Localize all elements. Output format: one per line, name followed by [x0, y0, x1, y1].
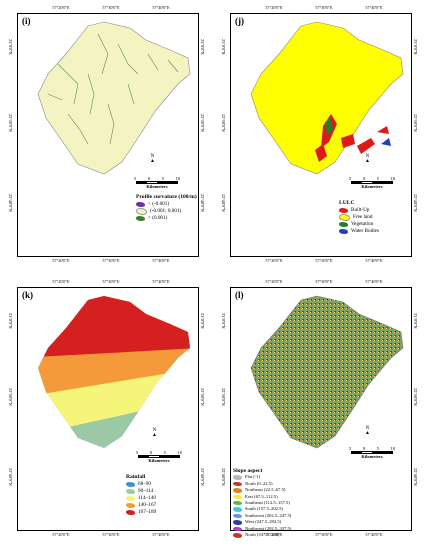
map-panel-rainfall: (k) 57°20'0"E 57°30'0"E 57°40'0"E 57°20'…	[6, 278, 208, 541]
map-frame	[230, 287, 412, 531]
legend-item: 114–140	[126, 495, 156, 502]
latitude-tick: 22°40'0"N	[8, 194, 13, 212]
longitude-tick: 57°30'0"E	[315, 279, 333, 284]
longitude-tick: 57°40'0"E	[365, 5, 383, 10]
latitude-tick: 22°40'0"N	[221, 194, 226, 212]
longitude-tick: 57°30'0"E	[315, 5, 333, 10]
longitude-tick: 57°30'0"E	[102, 5, 120, 10]
latitude-tick: 22°50'0"N	[200, 388, 205, 406]
latitude-tick: 23°0'0"N	[221, 39, 226, 55]
map-panel-lulc: (j) 57°20'0"E 57°30'0"E 57°40'0"E 57°20'…	[219, 4, 421, 267]
latitude-tick: 23°0'0"N	[200, 39, 205, 55]
latitude-tick: 22°50'0"N	[8, 388, 13, 406]
north-arrow-icon: N ▲	[365, 154, 370, 164]
longitude-tick: 57°40'0"E	[365, 279, 383, 284]
legend-item: < (-0.001)	[136, 201, 197, 208]
longitude-tick: 57°40'0"E	[152, 258, 170, 263]
longitude-tick: 57°40'0"E	[365, 532, 383, 537]
study-area-map	[38, 296, 190, 448]
map-legend: LULC Built-Up Free land Vegetation Water…	[339, 200, 379, 235]
latitude-tick: 22°50'0"N	[8, 114, 13, 132]
legend-item: North (0–22.5)	[233, 481, 291, 487]
panel-label: (i)	[22, 16, 31, 26]
longitude-tick: 57°20'0"E	[265, 258, 283, 263]
latitude-tick: 22°40'0"N	[413, 468, 418, 486]
legend-item: 90–114	[126, 488, 156, 495]
map-panel-profile-curvature: (i) 57°20'0"E 57°30'0"E 57°40'0"E 57°20'…	[6, 4, 208, 267]
latitude-tick: 22°40'0"N	[413, 194, 418, 212]
latitude-tick: 23°0'0"N	[413, 39, 418, 55]
longitude-tick: 57°30'0"E	[315, 258, 333, 263]
legend-item: (-0.001; 0.001)	[136, 208, 197, 215]
study-area-map	[250, 21, 404, 175]
latitude-tick: 23°0'0"N	[8, 39, 13, 55]
latitude-tick: 22°50'0"N	[221, 114, 226, 132]
longitude-tick: 57°20'0"E	[52, 279, 70, 284]
latitude-tick: 23°0'0"N	[413, 313, 418, 329]
map-legend: Rainfall 68–90 90–114 114–140 140–167 16…	[126, 474, 157, 516]
legend-item: Vegetation	[339, 221, 379, 228]
longitude-tick: 57°20'0"E	[265, 5, 283, 10]
map-legend: Profile curvature (100/m) < (-0.001) (-0…	[136, 194, 197, 222]
legend-item: Northeast (22.5–67.5)	[233, 487, 291, 493]
legend-item: Southwest (202.5–247.5)	[233, 513, 291, 519]
latitude-tick: 23°0'0"N	[221, 313, 226, 329]
scale-bar: 5 0 5 10 Kilometers	[136, 450, 182, 463]
panel-label: (j)	[235, 16, 244, 26]
longitude-tick: 57°20'0"E	[52, 258, 70, 263]
latitude-tick: 22°50'0"N	[221, 388, 226, 406]
longitude-tick: 57°20'0"E	[52, 5, 70, 10]
study-area-map	[37, 21, 191, 175]
legend-item: 68–90	[126, 481, 156, 488]
longitude-tick: 57°30'0"E	[102, 279, 120, 284]
latitude-tick: 22°50'0"N	[200, 114, 205, 132]
latitude-tick: 23°0'0"N	[200, 313, 205, 329]
north-arrow-icon: N ▲	[152, 428, 157, 438]
legend-item: 167–189	[126, 509, 156, 516]
legend-item: East (67.5–112.5)	[233, 494, 291, 500]
map-legend: Slope aspect Flat (-1) North (0–22.5) No…	[233, 468, 292, 538]
latitude-tick: 22°40'0"N	[221, 468, 226, 486]
legend-item: South (157.5–202.5)	[233, 506, 291, 512]
longitude-tick: 57°40'0"E	[152, 532, 170, 537]
longitude-tick: 57°20'0"E	[265, 279, 283, 284]
legend-item: Water Bodies	[339, 228, 379, 235]
legend-item: Free land	[339, 214, 379, 221]
latitude-tick: 22°50'0"N	[413, 114, 418, 132]
panel-label: (k)	[22, 290, 33, 300]
legend-item: > (0.001)	[136, 215, 197, 222]
longitude-tick: 57°30'0"E	[102, 532, 120, 537]
north-arrow-icon: N ▲	[150, 154, 155, 164]
map-frame	[17, 13, 199, 257]
legend-item: Built-Up	[339, 207, 379, 214]
map-frame	[17, 287, 199, 531]
latitude-tick: 22°40'0"N	[200, 194, 205, 212]
study-area-map	[250, 295, 404, 449]
longitude-tick: 57°20'0"E	[52, 532, 70, 537]
longitude-tick: 57°20'0"E	[265, 532, 283, 537]
map-panel-slope-aspect: (l) 57°20'0"E 57°30'0"E 57°40'0"E 57°20'…	[219, 278, 421, 541]
latitude-tick: 22°40'0"N	[200, 468, 205, 486]
legend-item: 140–167	[126, 502, 156, 509]
panel-label: (l)	[235, 290, 244, 300]
longitude-tick: 57°40'0"E	[152, 5, 170, 10]
legend-item: Southeast (112.5–157.5)	[233, 500, 291, 506]
legend-item: North (337.5–360)	[233, 532, 291, 538]
legend-item: Northwest (292.5–337.5)	[233, 526, 291, 532]
legend-item: Flat (-1)	[233, 474, 291, 480]
legend-item: West (247.5–292.5)	[233, 519, 291, 525]
latitude-tick: 23°0'0"N	[8, 313, 13, 329]
longitude-tick: 57°30'0"E	[102, 258, 120, 263]
latitude-tick: 22°50'0"N	[413, 388, 418, 406]
map-frame	[230, 13, 412, 257]
longitude-tick: 57°40'0"E	[152, 279, 170, 284]
scale-bar: 5 0 5 10 Kilometers	[349, 446, 395, 459]
north-arrow-icon: N ▲	[365, 426, 370, 436]
longitude-tick: 57°40'0"E	[365, 258, 383, 263]
longitude-tick: 57°30'0"E	[315, 532, 333, 537]
latitude-tick: 22°40'0"N	[8, 468, 13, 486]
scale-bar: 5 0 5 10 Kilometers	[134, 176, 180, 189]
scale-bar: 5 0 5 10 Kilometers	[349, 176, 395, 189]
